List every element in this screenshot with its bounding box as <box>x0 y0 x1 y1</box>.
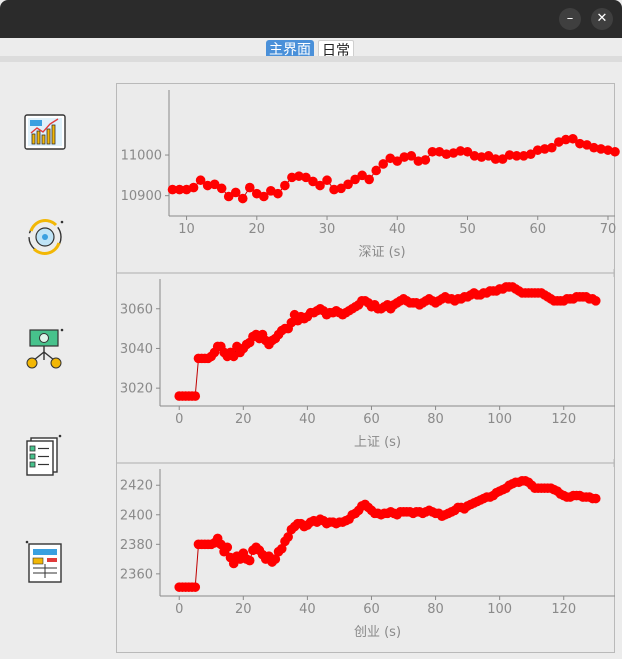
data-point <box>392 156 403 166</box>
data-point <box>590 296 601 306</box>
x-tick-label: 40 <box>299 412 316 427</box>
data-point <box>561 134 571 145</box>
data-point <box>357 170 367 181</box>
data-point <box>216 183 227 194</box>
data-point <box>511 151 522 161</box>
data-point <box>195 175 206 186</box>
x-tick-label: 80 <box>427 602 444 617</box>
data-point <box>455 146 466 156</box>
x-tick-label: 60 <box>363 602 380 617</box>
data-point <box>209 179 220 190</box>
x-tick-label: 40 <box>389 222 406 237</box>
y-tick-label: 11000 <box>121 149 162 164</box>
sidebar-item-investment[interactable] <box>18 320 72 374</box>
y-tick-label: 3020 <box>120 382 153 397</box>
data-point <box>244 555 255 566</box>
data-point <box>343 179 353 190</box>
data-point <box>283 532 293 542</box>
data-point <box>590 493 601 504</box>
data-point <box>273 188 283 199</box>
data-point <box>371 165 381 176</box>
data-point <box>222 542 233 553</box>
x-tick-label: 70 <box>600 222 617 237</box>
x-tick-label: 0 <box>175 602 183 617</box>
x-tick-label: 0 <box>175 412 183 427</box>
data-point <box>490 154 501 164</box>
close-button[interactable]: ✕ <box>591 8 613 30</box>
data-point <box>190 391 201 401</box>
x-tick-label: 20 <box>235 412 252 427</box>
x-tick-label: 80 <box>427 412 444 427</box>
x-tick-label: 20 <box>249 222 266 237</box>
minimize-button[interactable]: – <box>559 8 581 30</box>
y-tick-label: 3060 <box>120 302 153 317</box>
data-point <box>190 582 201 592</box>
data-point <box>497 154 508 164</box>
data-point <box>237 193 248 204</box>
y-tick-label: 2400 <box>120 508 153 523</box>
x-tick-label: 50 <box>459 222 476 237</box>
data-point <box>350 174 360 185</box>
data-point <box>546 142 557 153</box>
data-point <box>280 180 290 191</box>
data-point <box>301 172 311 183</box>
x-tick-label: 100 <box>487 412 512 427</box>
data-point <box>525 149 536 160</box>
y-tick-label: 10900 <box>121 189 162 204</box>
y-tick-label: 2420 <box>120 479 153 494</box>
data-point <box>504 150 515 160</box>
x-axis-label: 创业 (s) <box>354 625 401 640</box>
data-point <box>336 183 346 194</box>
data-point <box>230 187 241 198</box>
data-point <box>427 146 438 157</box>
data-point <box>462 146 473 157</box>
x-tick-label: 60 <box>529 222 546 237</box>
money-plant-icon <box>26 328 64 369</box>
data-point <box>610 146 620 157</box>
x-tick-label: 10 <box>178 222 195 237</box>
series-line <box>179 480 596 588</box>
x-tick-label: 120 <box>551 412 576 427</box>
checklist-icon <box>26 434 62 476</box>
tab-main[interactable]: 主界面 <box>266 40 314 60</box>
x-tick-label: 60 <box>363 412 380 427</box>
data-point <box>322 175 332 186</box>
data-point <box>244 182 255 193</box>
y-tick-label: 2360 <box>120 567 153 582</box>
window-titlebar: – ✕ <box>0 0 622 38</box>
data-point <box>315 180 325 191</box>
sidebar-item-exchange[interactable] <box>18 210 72 264</box>
data-point <box>420 155 431 165</box>
x-tick-label: 100 <box>487 602 512 617</box>
data-point <box>259 191 269 202</box>
data-point <box>223 191 234 202</box>
data-point <box>406 151 417 161</box>
x-tick-label: 120 <box>551 602 576 617</box>
data-point <box>167 184 178 195</box>
x-tick-label: 30 <box>319 222 336 237</box>
data-point <box>378 159 389 169</box>
x-tick-label: 20 <box>235 602 252 617</box>
data-point <box>270 554 281 564</box>
data-point <box>308 176 318 187</box>
report-document-icon <box>25 540 62 583</box>
sidebar-item-report[interactable] <box>18 534 72 588</box>
data-point <box>276 543 287 554</box>
data-point <box>174 184 185 195</box>
data-point <box>188 182 199 193</box>
sidebar <box>0 62 105 659</box>
tab-strip <box>0 56 622 62</box>
stock-chart-icon <box>24 114 66 150</box>
sidebar-item-tasks[interactable] <box>18 427 72 481</box>
x-tick-label: 40 <box>299 602 316 617</box>
x-axis-label: 上证 (s) <box>354 435 401 450</box>
x-axis-label: 深证 (s) <box>358 245 405 260</box>
sidebar-item-stock[interactable] <box>18 105 72 159</box>
data-point <box>364 174 374 185</box>
y-tick-label: 2380 <box>120 538 153 553</box>
y-tick-label: 3040 <box>120 342 153 357</box>
currency-exchange-icon <box>28 219 64 255</box>
data-point <box>568 133 578 144</box>
